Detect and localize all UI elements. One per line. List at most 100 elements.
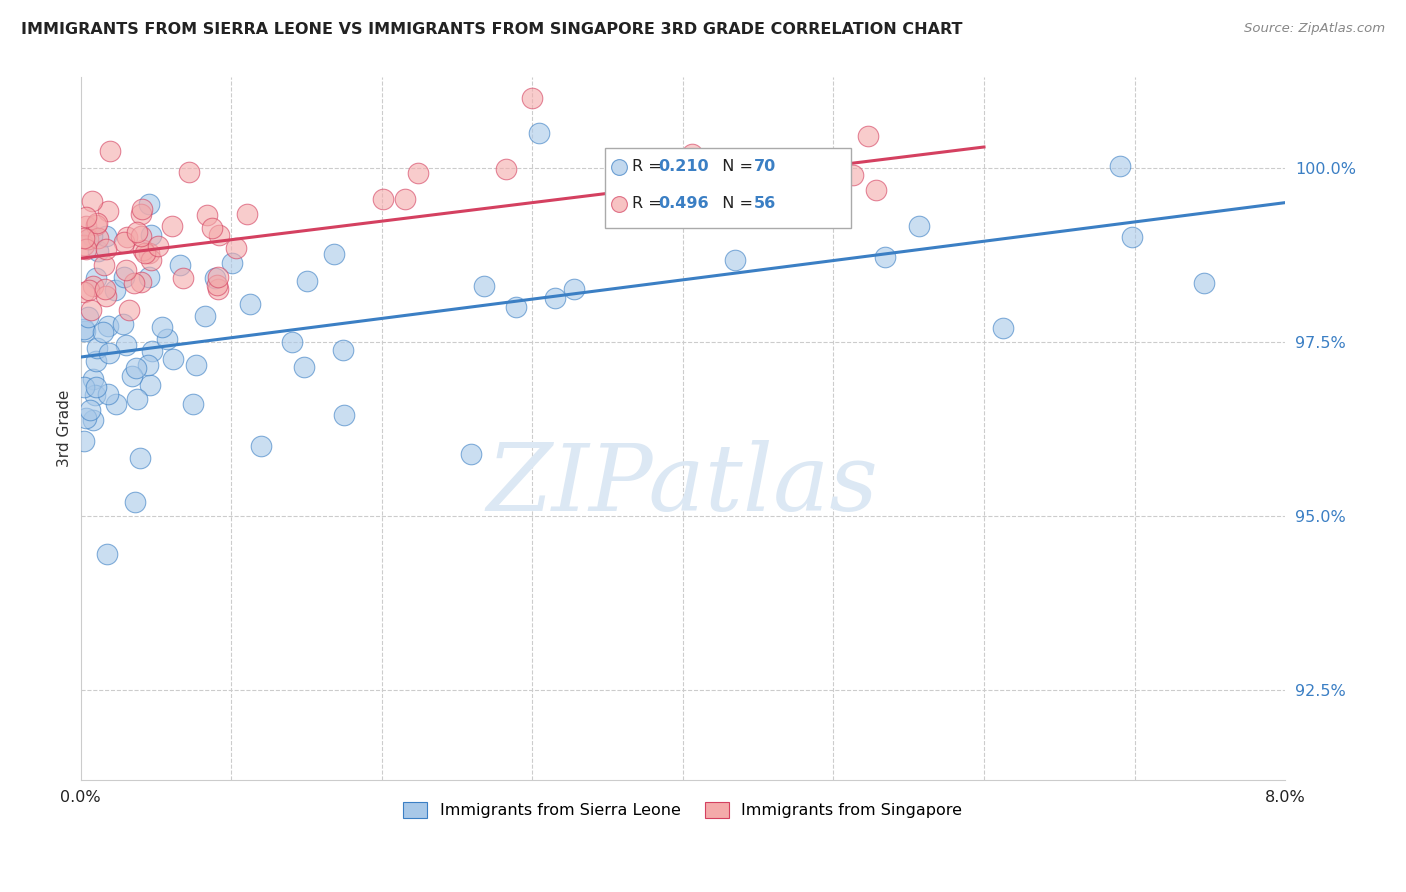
Point [204, 270, 226, 285]
Point [1192, 276, 1215, 290]
Point [810, 168, 832, 182]
Point [124, 276, 146, 290]
Point [112, 317, 135, 331]
Point [544, 291, 567, 305]
Point [129, 450, 152, 465]
Point [138, 197, 160, 211]
Point [94, 282, 117, 296]
Point [80, 194, 103, 209]
Point [87, 231, 110, 245]
Point [76, 232, 98, 246]
Text: N =: N = [711, 159, 758, 174]
Point [207, 282, 229, 296]
Point [75, 219, 97, 234]
Point [1121, 230, 1143, 244]
Point [84, 218, 107, 232]
Point [993, 321, 1015, 335]
Point [97, 318, 120, 333]
Point [112, 235, 135, 250]
Point [72, 231, 94, 245]
Point [72, 434, 94, 449]
Point [181, 397, 204, 411]
Point [723, 252, 745, 267]
Point [112, 270, 135, 285]
Point [118, 303, 141, 318]
Point [780, 198, 803, 212]
Point [194, 309, 217, 323]
Point [72, 379, 94, 393]
Point [150, 319, 173, 334]
Point [138, 270, 160, 285]
Point [125, 225, 148, 239]
Point [865, 183, 887, 197]
Point [280, 335, 302, 350]
Point [129, 229, 152, 244]
Point [138, 245, 160, 260]
Point [141, 252, 163, 267]
Point [527, 126, 550, 140]
Point [94, 289, 117, 303]
Point [124, 495, 146, 509]
Point [82, 372, 104, 386]
Text: 0.496: 0.496 [659, 196, 710, 211]
Point [208, 227, 231, 242]
Point [121, 368, 143, 383]
Point [104, 397, 127, 411]
Point [207, 270, 229, 285]
Point [323, 247, 346, 261]
Point [84, 271, 107, 285]
Point [225, 241, 247, 255]
Point [686, 185, 709, 199]
Point [520, 91, 543, 105]
Point [138, 377, 160, 392]
Point [292, 359, 315, 374]
Point [172, 271, 194, 285]
Point [681, 147, 703, 161]
Point [75, 411, 97, 425]
Point [195, 208, 218, 222]
Text: 0.210: 0.210 [659, 159, 710, 174]
Point [186, 358, 208, 372]
Point [75, 211, 97, 225]
Point [134, 246, 156, 260]
Point [495, 162, 517, 177]
Point [250, 439, 273, 453]
Text: R =: R = [633, 196, 666, 211]
Point [97, 387, 120, 401]
Text: N =: N = [711, 196, 758, 211]
Point [842, 168, 865, 182]
Point [86, 341, 108, 355]
Point [131, 202, 153, 217]
Point [86, 217, 108, 231]
Point [84, 353, 107, 368]
Point [96, 242, 118, 256]
Point [82, 278, 104, 293]
Text: IMMIGRANTS FROM SIERRA LEONE VS IMMIGRANTS FROM SINGAPORE 3RD GRADE CORRELATION : IMMIGRANTS FROM SIERRA LEONE VS IMMIGRAN… [21, 22, 963, 37]
Point [221, 256, 243, 270]
Point [207, 278, 229, 293]
Point [115, 337, 138, 351]
Point [406, 166, 429, 180]
Point [129, 275, 152, 289]
Point [394, 192, 416, 206]
Point [141, 343, 163, 358]
Text: 56: 56 [754, 196, 776, 211]
Point [295, 274, 318, 288]
Text: 70: 70 [754, 159, 776, 174]
Point [162, 352, 184, 367]
Point [97, 346, 120, 360]
Text: ZIPatlas: ZIPatlas [486, 440, 879, 530]
Point [73, 324, 96, 338]
Legend: Immigrants from Sierra Leone, Immigrants from Singapore: Immigrants from Sierra Leone, Immigrants… [396, 796, 969, 825]
Point [91, 325, 114, 339]
Point [72, 238, 94, 252]
Point [132, 243, 155, 257]
Point [97, 203, 120, 218]
Text: Source: ZipAtlas.com: Source: ZipAtlas.com [1244, 22, 1385, 36]
Point [169, 259, 191, 273]
Point [115, 262, 138, 277]
Point [908, 219, 931, 234]
Point [73, 322, 96, 336]
Point [98, 144, 121, 158]
Point [84, 380, 107, 394]
